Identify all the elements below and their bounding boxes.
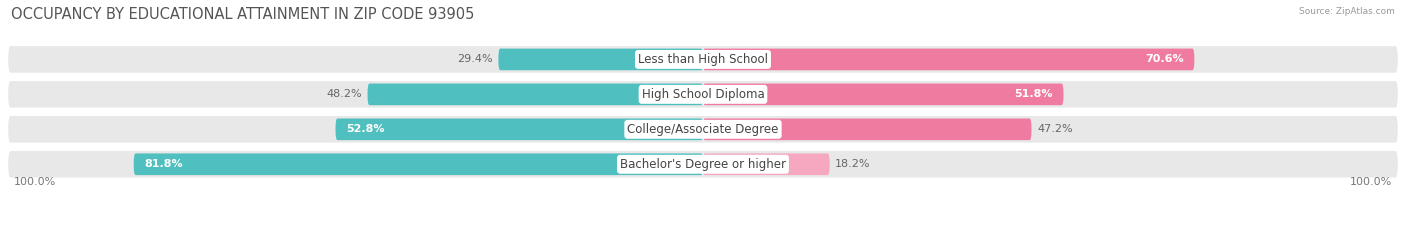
Text: Source: ZipAtlas.com: Source: ZipAtlas.com xyxy=(1299,7,1395,16)
Text: 52.8%: 52.8% xyxy=(346,124,384,134)
FancyBboxPatch shape xyxy=(367,84,703,105)
FancyBboxPatch shape xyxy=(703,154,830,175)
Text: 100.0%: 100.0% xyxy=(1350,177,1392,187)
FancyBboxPatch shape xyxy=(7,150,1399,179)
FancyBboxPatch shape xyxy=(7,115,1399,144)
FancyBboxPatch shape xyxy=(7,45,1399,74)
FancyBboxPatch shape xyxy=(336,118,703,140)
Text: 47.2%: 47.2% xyxy=(1038,124,1073,134)
FancyBboxPatch shape xyxy=(703,118,1032,140)
FancyBboxPatch shape xyxy=(703,49,1194,70)
Text: 81.8%: 81.8% xyxy=(145,159,183,169)
Text: Less than High School: Less than High School xyxy=(638,53,768,66)
Text: Bachelor's Degree or higher: Bachelor's Degree or higher xyxy=(620,158,786,171)
FancyBboxPatch shape xyxy=(498,49,703,70)
Text: 18.2%: 18.2% xyxy=(835,159,870,169)
Text: High School Diploma: High School Diploma xyxy=(641,88,765,101)
Text: 48.2%: 48.2% xyxy=(326,89,361,99)
Text: 100.0%: 100.0% xyxy=(14,177,56,187)
Text: College/Associate Degree: College/Associate Degree xyxy=(627,123,779,136)
FancyBboxPatch shape xyxy=(7,80,1399,109)
FancyBboxPatch shape xyxy=(703,84,1063,105)
Text: 29.4%: 29.4% xyxy=(457,55,494,64)
Text: OCCUPANCY BY EDUCATIONAL ATTAINMENT IN ZIP CODE 93905: OCCUPANCY BY EDUCATIONAL ATTAINMENT IN Z… xyxy=(11,7,475,22)
Text: 51.8%: 51.8% xyxy=(1015,89,1053,99)
FancyBboxPatch shape xyxy=(134,154,703,175)
Text: 70.6%: 70.6% xyxy=(1146,55,1184,64)
